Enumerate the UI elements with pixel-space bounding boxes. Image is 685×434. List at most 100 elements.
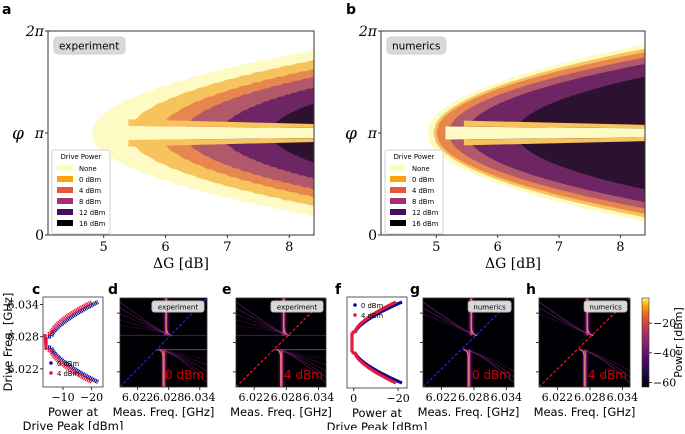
legend-entry-label: 4 dBm — [79, 187, 101, 195]
center-band-0dbm-lower — [128, 138, 314, 147]
sideband-lower — [160, 349, 207, 378]
center-band-none — [109, 125, 314, 141]
resonance-core-lower — [579, 349, 585, 387]
x-axis-label: Drive Peak [dBm] — [23, 419, 124, 430]
x-axis-label: Meas. Freq. [GHz] — [113, 405, 215, 419]
legend-swatch — [57, 165, 73, 171]
legend-label: 4 dBm — [57, 370, 79, 378]
heatmap — [120, 298, 207, 387]
resonance-core-lower — [463, 349, 469, 387]
curve-upper-4-dBm — [47, 300, 93, 337]
x-axis-label: Power at — [48, 405, 98, 419]
panel-label-a: a — [2, 2, 11, 18]
badge-label: numerics — [589, 304, 622, 312]
panel-label-h: h — [526, 282, 536, 298]
x-tick-label: 0 — [350, 392, 357, 405]
legend-entry-label: 0 dBm — [79, 176, 101, 184]
sideband-upper — [120, 313, 171, 336]
x-tick-label: 6.028 — [574, 391, 606, 404]
x-axis-label: Meas. Freq. [GHz] — [230, 405, 332, 419]
legend-swatch — [57, 187, 73, 193]
resonance-bend-upper — [470, 327, 478, 336]
sideband-lower — [160, 349, 207, 372]
sideband-upper — [120, 307, 171, 336]
x-axis-label: Meas. Freq. [GHz] — [418, 405, 520, 419]
panel-label-f: f — [335, 282, 342, 298]
drive-power-label: 4 dBm — [284, 368, 323, 382]
drive-power-label: 0 dBm — [165, 368, 204, 382]
x-tick-label: 6 — [494, 240, 502, 255]
x-tick-label: 6.022 — [542, 391, 574, 404]
curve-vertical — [43, 333, 48, 351]
sideband-upper — [120, 301, 171, 336]
sideband-lower — [160, 349, 207, 384]
x-tick-label: 5 — [100, 240, 108, 255]
x-axis-label: ΔG [dB] — [485, 256, 541, 272]
y-tick-label: 6.022 — [8, 363, 40, 376]
resonance-lower — [464, 349, 475, 387]
legend-entry-label: 8 dBm — [412, 198, 434, 206]
sideband-upper — [236, 301, 288, 336]
regions — [91, 49, 314, 217]
y-tick-label: 2π — [25, 24, 45, 40]
x-tick-label: 6.022 — [238, 391, 270, 404]
panel-label-g: g — [410, 282, 420, 298]
sideband-lower — [277, 349, 326, 366]
drive-power-label: 4 dBm — [588, 368, 627, 382]
x-tick-label: 6 — [161, 240, 169, 255]
legend-entry-label: 16 dBm — [79, 220, 106, 228]
drive-diagonal-line — [539, 298, 630, 387]
x-tick-label: 6.028 — [271, 391, 303, 404]
colorbar-tick-label: −40 — [653, 347, 676, 360]
sideband-lower — [465, 349, 514, 378]
badge-box — [53, 36, 126, 55]
legend-swatch — [390, 165, 406, 171]
legend-label: 0 dBm — [57, 360, 79, 368]
curve-lower-4-dBm — [47, 347, 93, 384]
x-tick-label: 6.034 — [303, 391, 335, 404]
badge-label: experiment — [277, 304, 317, 312]
resonance-lower — [580, 349, 591, 387]
x-tick-label: 6.028 — [153, 391, 185, 404]
y-axis-label: φ — [12, 124, 24, 144]
y-axis-label: φ — [345, 124, 357, 144]
sideband-upper — [236, 307, 288, 336]
x-tick-label: 6.028 — [458, 391, 490, 404]
legend-entry-label: 8 dBm — [79, 198, 101, 206]
badge-box — [386, 36, 447, 55]
x-axis-label: ΔG [dB] — [153, 256, 209, 272]
sideband-lower — [277, 349, 326, 360]
sideband-upper — [539, 313, 592, 336]
sideband-lower — [277, 349, 326, 372]
heatmap — [236, 298, 326, 387]
legend-entry-label: 12 dBm — [412, 209, 439, 217]
legend-swatch — [390, 176, 406, 182]
legend-entry-label: 4 dBm — [412, 187, 434, 195]
badge-box — [151, 300, 205, 313]
sideband-upper — [539, 307, 592, 336]
center-band-0dbm-lower — [463, 137, 645, 146]
legend-marker — [353, 313, 357, 317]
center-band-0dbm-upper — [463, 120, 645, 129]
legend-swatch — [57, 176, 73, 182]
x-tick-label: 8 — [285, 240, 293, 255]
panel-label-e: e — [222, 282, 232, 298]
legend-title: Drive Power — [61, 153, 102, 161]
sideband-upper — [236, 325, 288, 336]
x-tick-label: −20 — [387, 392, 410, 405]
panel-label-d: d — [108, 282, 118, 298]
legend-swatch — [57, 198, 73, 204]
sideband-lower — [465, 349, 514, 372]
sideband-upper — [236, 319, 288, 336]
badge-box — [467, 300, 512, 313]
x-axis-label: Meas. Freq. [GHz] — [534, 405, 636, 419]
x-axis-label: Drive Peak [dBm] — [327, 420, 428, 430]
resonance-lower — [276, 349, 287, 387]
badge-label: experiment — [158, 304, 198, 312]
legend-entry-label: 16 dBm — [412, 220, 439, 228]
legend-entry-label: None — [79, 165, 97, 173]
sideband-lower — [160, 349, 207, 360]
legend-entry-label: 12 dBm — [79, 209, 106, 217]
